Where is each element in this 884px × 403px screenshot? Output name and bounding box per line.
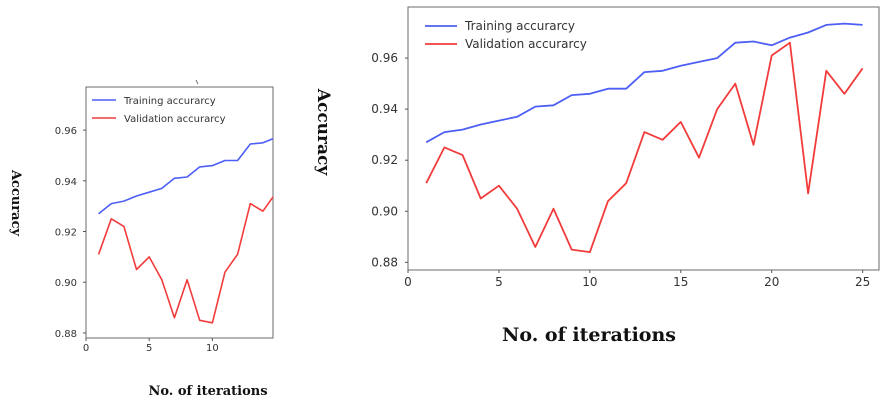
x-tick-label: 10 [206, 343, 219, 354]
series-group-left [97, 137, 273, 324]
y-axis-title-right: Accuracy [313, 88, 333, 177]
legend-right: Training accurarcy Validation accurarcy [425, 19, 587, 51]
y-tick-label: 0.96 [371, 51, 398, 65]
series-line-training [98, 137, 273, 215]
x-tick-label: 0 [83, 343, 89, 354]
series-line-training [425, 22, 863, 144]
series-line-validation [425, 41, 864, 254]
stray-mark [195, 79, 199, 85]
chart-right: 0.88 0.90 0.92 0.94 0.96 0 5 10 15 20 25 Training … [313, 6, 880, 346]
y-tick-label: 0.90 [371, 204, 398, 218]
x-tick-label: 5 [495, 275, 503, 289]
plot-frame-left [85, 86, 274, 339]
legend-label: Training accurarcy [123, 96, 216, 107]
y-tick-label: 0.96 [55, 126, 77, 137]
x-tick-label: 15 [673, 275, 688, 289]
x-tick-label: 5 [146, 343, 152, 354]
x-tick-label: 0 [404, 275, 412, 289]
legend-label: Validation accurarcy [124, 114, 226, 125]
y-axis-title-left: Accuracy [8, 169, 23, 237]
x-tick-label: 25 [855, 275, 870, 289]
y-tick-label: 0.90 [55, 278, 77, 289]
x-tick-label: 10 [582, 275, 597, 289]
y-tick-label: 0.92 [371, 153, 398, 167]
legend-left: Training accurarcy Validation accurarcy [92, 96, 226, 125]
y-tick-label: 0.88 [371, 255, 398, 269]
tick-group-left: 0.88 0.90 0.92 0.94 0.96 0 5 10 [55, 126, 219, 354]
y-tick-label: 0.94 [55, 177, 77, 188]
x-axis-title-right: No. of iterations [502, 324, 676, 346]
legend-label: Validation accurarcy [465, 37, 587, 51]
series-group-right [425, 22, 864, 254]
series-line-validation [97, 195, 273, 324]
legend-label: Training accurarcy [464, 19, 575, 33]
y-tick-label: 0.92 [55, 228, 77, 239]
chart-left: 0.88 0.90 0.92 0.94 0.96 0 5 10 Training accura… [8, 79, 274, 399]
y-tick-label: 0.94 [371, 102, 398, 116]
x-tick-label: 20 [764, 275, 779, 289]
y-tick-label: 0.88 [55, 329, 77, 340]
tick-group-right: 0.88 0.90 0.92 0.94 0.96 0 5 10 15 20 25 [371, 51, 870, 289]
x-axis-title-left: No. of iterations [148, 384, 267, 399]
plot-frame-right [407, 6, 880, 271]
